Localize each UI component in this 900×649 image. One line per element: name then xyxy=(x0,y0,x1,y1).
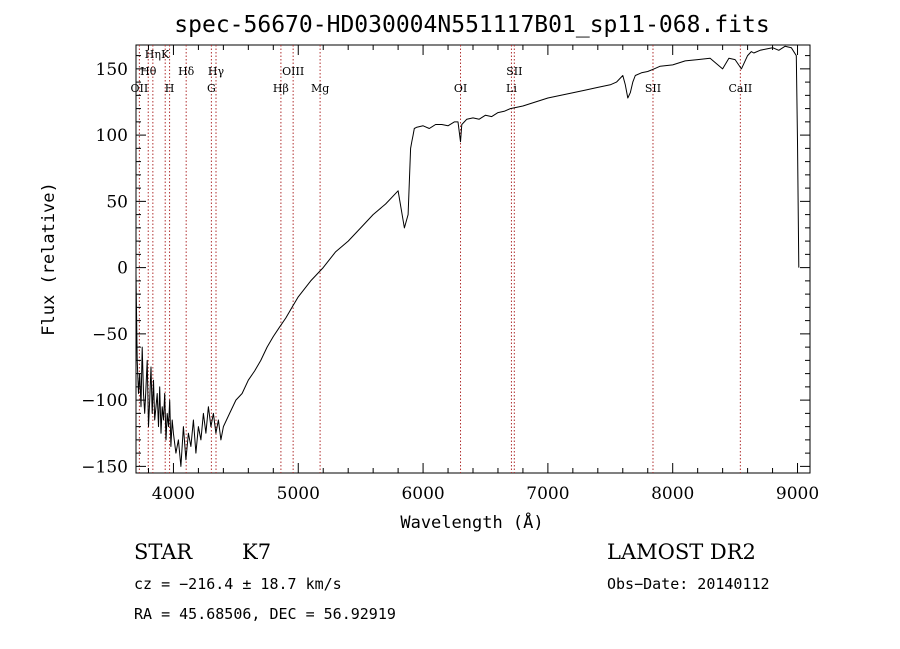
x-tick-label: 8000 xyxy=(651,484,694,504)
line-marker-label: SII xyxy=(645,82,661,95)
y-tick-label: 100 xyxy=(96,126,128,146)
y-tick-label: −50 xyxy=(92,325,128,345)
survey-name: LAMOST DR2 xyxy=(607,540,756,564)
line-marker-label: Hγ xyxy=(208,65,225,78)
observation-date: Obs−Date: 20140112 xyxy=(607,575,770,593)
line-marker-label: Hβ xyxy=(273,82,289,95)
line-marker-label: CaII xyxy=(729,82,753,95)
y-tick-label: 50 xyxy=(106,192,128,212)
x-tick-label: 4000 xyxy=(152,484,195,504)
y-tick-label: 150 xyxy=(96,60,128,80)
plot-frame xyxy=(135,44,811,474)
coordinates: RA = 45.68506, DEC = 56.92919 xyxy=(134,605,396,623)
y-tick-label: −100 xyxy=(81,391,128,411)
x-axis-ticks: 4000 5000 6000 7000 8000 9000 xyxy=(147,45,819,504)
line-marker-label: Hθ xyxy=(140,65,157,78)
line-marker-label: K xyxy=(161,48,170,61)
spectral-line-markers: OII Hθ Hη K HHδ G Hγ Hβ OIII Mg OI Li SII SII CaII xyxy=(131,45,753,473)
line-marker-label: OII xyxy=(131,82,149,95)
line-marker-label: Li xyxy=(506,82,517,95)
x-tick-label: 9000 xyxy=(776,484,819,504)
x-axis-title: Wavelength (Å) xyxy=(400,511,543,533)
chart-title: spec-56670-HD030004N551117B01_sp11-068.f… xyxy=(174,12,769,38)
line-marker-label: OI xyxy=(454,82,467,95)
object-class: STAR xyxy=(134,540,193,564)
line-marker-label: H xyxy=(165,82,175,95)
y-tick-label: −150 xyxy=(81,457,128,477)
x-tick-label: 7000 xyxy=(526,484,569,504)
object-subclass: K7 xyxy=(242,540,271,564)
y-axis-title: Flux (relative) xyxy=(39,182,59,336)
x-tick-label: 6000 xyxy=(401,484,444,504)
line-marker-label: G xyxy=(207,82,216,95)
line-marker-label: Mg xyxy=(311,82,329,95)
redshift-velocity: cz = −216.4 ± 18.7 km/s xyxy=(134,575,342,593)
y-tick-label: 0 xyxy=(117,259,128,279)
line-marker-label: Hη xyxy=(145,48,161,61)
y-axis-ticks: −150 −100 −50 0 50 100 150 xyxy=(81,55,810,477)
line-marker-label: OIII xyxy=(282,65,304,78)
spectrum-line xyxy=(135,45,800,467)
x-tick-label: 5000 xyxy=(277,484,320,504)
line-marker-label: SII xyxy=(506,65,522,78)
plot-area: OII Hθ Hη K HHδ G Hγ Hβ OIII Mg OI Li SII SII CaII 400… xyxy=(81,44,819,504)
line-marker-label: Hδ xyxy=(178,65,195,78)
